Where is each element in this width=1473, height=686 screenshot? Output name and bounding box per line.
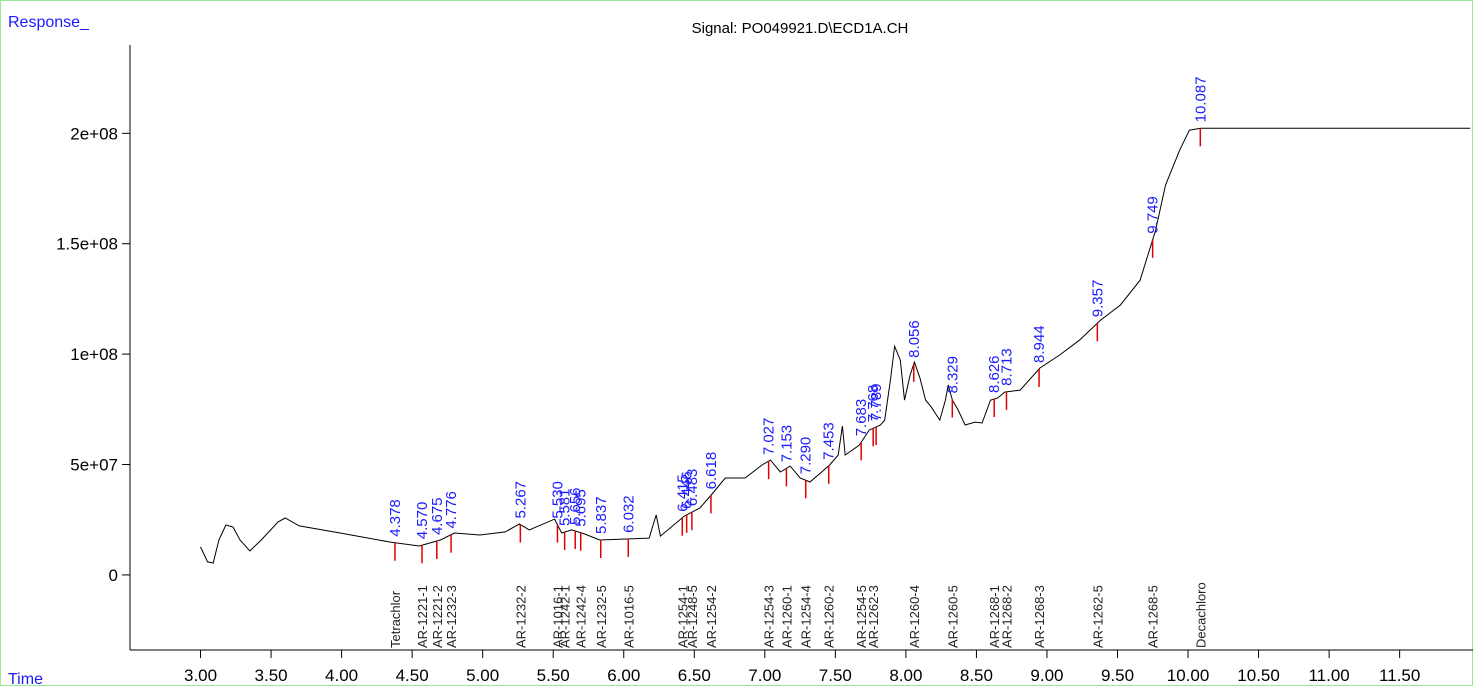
compound-label: Tetrachlor	[388, 590, 403, 648]
compound-label: AR-1262-5	[1090, 585, 1105, 648]
compound-label: AR-1242-4	[574, 585, 589, 648]
compound-label: AR-1260-5	[945, 585, 960, 648]
x-tick-label: 5.00	[466, 666, 499, 685]
peak-time-label: 8.944	[1031, 325, 1048, 363]
compound-label: AR-1260-4	[907, 585, 922, 648]
y-tick-label: 1e+08	[70, 345, 118, 364]
peak-time-label: 8.056	[906, 320, 923, 358]
peak-time-label: 4.776	[443, 491, 460, 529]
signal-trace	[200, 127, 1471, 564]
y-tick-label: 1.5e+08	[56, 235, 118, 254]
peak-time-label: 7.290	[798, 437, 815, 475]
compound-label: AR-1268-2	[999, 585, 1014, 648]
peak-time-label: 4.378	[387, 499, 404, 537]
compound-label: Decachloro	[1193, 582, 1208, 648]
x-tick-label: 10.50	[1237, 666, 1280, 685]
x-tick-label: 9.50	[1101, 666, 1134, 685]
compound-label: AR-1254-4	[799, 585, 814, 648]
x-axis-label: Time	[8, 671, 43, 686]
compound-label: AR-1260-2	[822, 585, 837, 648]
peak-time-label: 7.789	[868, 383, 885, 421]
peak-time-label: 4.675	[429, 497, 446, 535]
compound-label: AR-1016-1	[550, 585, 565, 648]
peak-time-label: 8.329	[944, 356, 961, 394]
x-tick-label: 11.50	[1379, 666, 1420, 685]
compound-label: AR-1254-5	[854, 585, 869, 648]
compound-label: AR-1268-3	[1032, 585, 1047, 648]
x-tick-label: 3.50	[255, 666, 288, 685]
chart-title: Signal: PO049921.D\ECD1A.CH	[692, 20, 909, 37]
x-tick-label: 7.00	[748, 666, 781, 685]
compound-label: AR-1260-1	[779, 585, 794, 648]
y-tick-label: 5e+07	[70, 456, 118, 475]
compound-label: AR-1232-2	[513, 585, 528, 648]
peak-time-label: 6.032	[620, 495, 637, 533]
x-tick-label: 4.00	[325, 666, 358, 685]
peak-time-label: 5.530	[549, 481, 566, 519]
peak-time-label: 9.749	[1145, 196, 1162, 234]
x-tick-label: 6.00	[607, 666, 640, 685]
peak-time-label: 8.713	[998, 348, 1015, 386]
peak-time-label: 5.656	[567, 487, 584, 525]
x-tick-label: 6.50	[678, 666, 711, 685]
y-tick-label: 2e+08	[70, 124, 118, 143]
compound-label: AR-1254-2	[704, 585, 719, 648]
peak-time-label: 7.683	[853, 399, 870, 437]
x-tick-label: 8.50	[960, 666, 993, 685]
compound-label: AR-1254-3	[762, 585, 777, 648]
x-tick-label: 8.00	[889, 666, 922, 685]
peak-time-label: 4.570	[414, 502, 431, 540]
compound-label: AR-1268-1	[987, 585, 1002, 648]
peak-time-label: 5.837	[593, 496, 610, 534]
peak-time-label: 8.626	[986, 355, 1003, 393]
peak-time-label: 7.453	[821, 422, 838, 460]
compound-label: AR-1262-3	[866, 585, 881, 648]
x-tick-label: 11.00	[1308, 666, 1349, 685]
y-axis-label: Response_	[8, 14, 90, 31]
peak-time-label: 7.027	[761, 418, 778, 456]
compound-label: AR-1254-1	[675, 585, 690, 648]
x-tick-label: 10.00	[1167, 666, 1210, 685]
peak-time-label: 6.483	[684, 469, 701, 507]
peak-time-label: 6.415	[674, 474, 691, 512]
x-tick-label: 7.50	[819, 666, 852, 685]
compound-label: AR-1232-3	[444, 585, 459, 648]
peak-time-label: 9.357	[1089, 280, 1106, 318]
x-tick-label: 3.00	[184, 666, 217, 685]
compound-label: AR-1248-5	[685, 585, 700, 648]
peak-time-label: 6.446	[679, 471, 696, 509]
peak-time-label: 7.768	[865, 385, 882, 423]
x-tick-label: 9.00	[1030, 666, 1063, 685]
y-tick-label: 0	[109, 566, 118, 585]
compound-label: AR-1221-1	[415, 585, 430, 648]
peak-time-label: 6.618	[703, 452, 720, 490]
compound-label: AR-1268-5	[1146, 585, 1161, 648]
compound-label: AR-1016-5	[621, 585, 636, 648]
compound-label: AR-1242-1	[558, 585, 573, 648]
peak-time-label: 5.267	[512, 481, 529, 519]
peak-time-label: 10.087	[1192, 76, 1209, 122]
peak-time-label: 5.695	[573, 489, 590, 527]
x-tick-label: 4.50	[396, 666, 429, 685]
compound-label: AR-1232-5	[594, 585, 609, 648]
peak-time-label: 7.153	[778, 425, 795, 463]
compound-label: AR-1221-2	[430, 585, 445, 648]
peak-time-label: 5.581	[557, 489, 574, 527]
x-tick-label: 5.50	[537, 666, 570, 685]
